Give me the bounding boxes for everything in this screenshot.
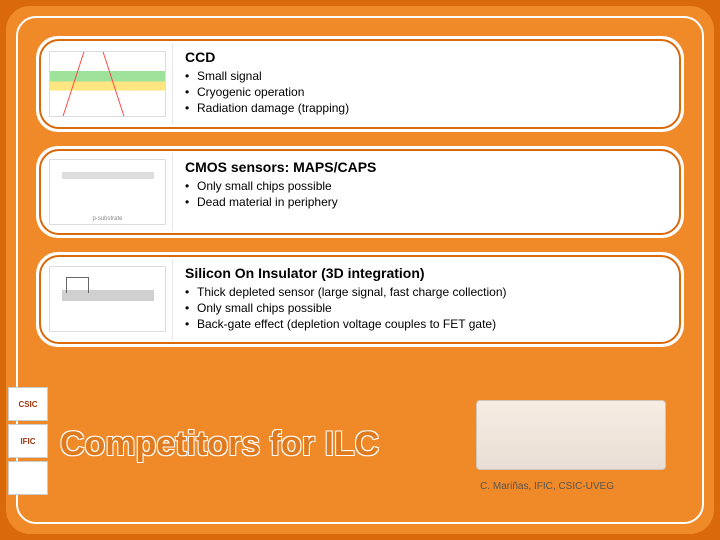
- bullet: Small signal: [185, 68, 667, 84]
- card-ccd: CCD Small signal Cryogenic operation Rad…: [36, 36, 684, 132]
- bullet-list: Only small chips possible Dead material …: [185, 178, 667, 210]
- bullet: Back-gate effect (depletion voltage coup…: [185, 316, 667, 332]
- logo: [8, 461, 48, 495]
- card-cmos: CMOS sensors: MAPS/CAPS Only small chips…: [36, 146, 684, 238]
- thumb-ccd: [43, 43, 173, 125]
- thumb-soi: [43, 259, 173, 341]
- bullet: Radiation damage (trapping): [185, 100, 667, 116]
- card-soi: Silicon On Insulator (3D integration) Th…: [36, 252, 684, 348]
- bullet: Dead material in periphery: [185, 194, 667, 210]
- card-title: CCD: [185, 49, 667, 65]
- bullet: Only small chips possible: [185, 300, 667, 316]
- card-title: CMOS sensors: MAPS/CAPS: [185, 159, 667, 175]
- logo: CSIC: [8, 387, 48, 421]
- attribution: C. Mariñas, IFIC, CSIC-UVEG: [480, 481, 614, 492]
- logo: IFIC: [8, 424, 48, 458]
- slide-title: Competitors for ILC: [60, 425, 379, 464]
- card-title: Silicon On Insulator (3D integration): [185, 265, 667, 281]
- thumb-cmos: [43, 153, 173, 231]
- bullet-list: Thick depleted sensor (large signal, fas…: [185, 284, 667, 333]
- device-illustration: [476, 400, 666, 470]
- bullet-list: Small signal Cryogenic operation Radiati…: [185, 68, 667, 117]
- bullet: Thick depleted sensor (large signal, fas…: [185, 284, 667, 300]
- bullet: Cryogenic operation: [185, 84, 667, 100]
- slide-frame-border: CCD Small signal Cryogenic operation Rad…: [16, 16, 704, 524]
- bullet: Only small chips possible: [185, 178, 667, 194]
- slide-content: CCD Small signal Cryogenic operation Rad…: [36, 36, 684, 504]
- logo-stack: CSIC IFIC: [8, 387, 52, 498]
- slide-frame-outer: CCD Small signal Cryogenic operation Rad…: [6, 6, 714, 534]
